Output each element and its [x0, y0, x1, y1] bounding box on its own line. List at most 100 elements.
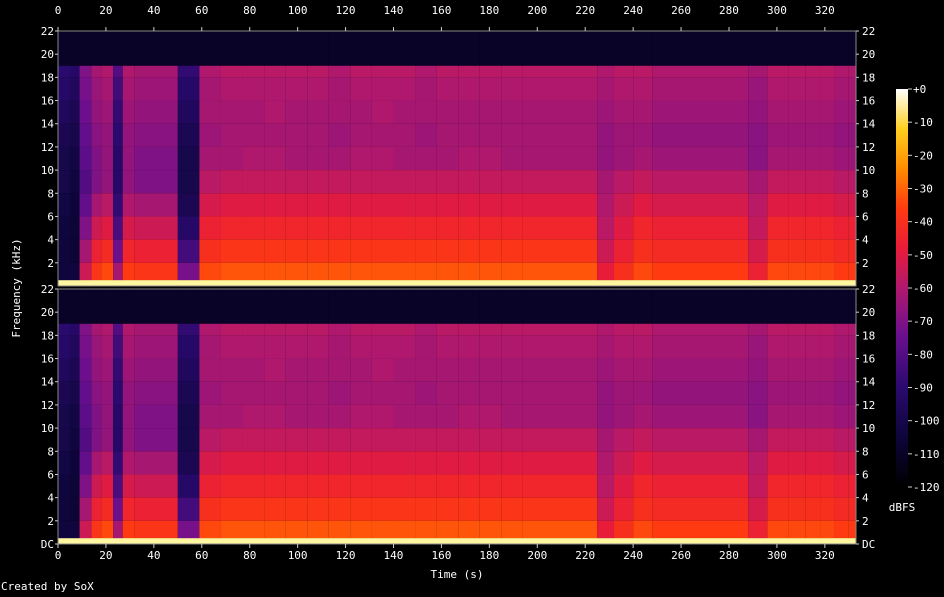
spectrogram-cell [328, 262, 351, 281]
spectrogram-cell [458, 65, 480, 78]
spectrogram-cell [613, 170, 634, 194]
spectrogram-cell [415, 170, 437, 194]
spectrogram-cell [285, 170, 308, 194]
spectrogram-cell [613, 497, 634, 521]
spectrogram-cell [199, 100, 221, 124]
spectrogram-cell [748, 358, 768, 382]
spectrogram-cell [177, 239, 200, 263]
spectrogram-cell [371, 428, 394, 452]
spectrogram-cell [79, 497, 92, 521]
spectrogram-cell [69, 358, 80, 382]
spectrogram-cell [350, 358, 372, 382]
spectrogram-cell [436, 358, 459, 382]
spectrogram-cell [479, 239, 502, 263]
spectrogram-cell [597, 170, 614, 194]
spectrogram-cell [220, 451, 243, 475]
spectrogram-cell [597, 31, 614, 66]
spectrogram-cell [285, 451, 308, 475]
spectrogram-cell [177, 335, 200, 359]
spectrogram-cell [134, 193, 178, 217]
spectrogram-cell [767, 358, 789, 382]
spectrogram-cell [848, 31, 856, 66]
spectrogram-cell [307, 474, 329, 498]
spectrogram-cell [613, 520, 634, 539]
spectrogram-cell [613, 77, 634, 101]
colorbar-tick-label: -90 [913, 382, 933, 395]
spectrogram-cell [285, 100, 308, 124]
spectrogram-cell [834, 216, 849, 240]
spectrogram-cell [415, 451, 437, 475]
spectrogram-cell [220, 262, 243, 281]
spectrogram-cell [848, 358, 856, 382]
y-tick-label-right: 22 [862, 283, 875, 296]
x-tick-label-bottom: 20 [99, 549, 112, 562]
colorbar-tick-label: -30 [913, 183, 933, 196]
y-tick-label-right: 14 [862, 118, 876, 131]
spectrogram-cell [91, 216, 102, 240]
y-tick-label-right: 18 [862, 71, 875, 84]
x-tick-label-top: 220 [575, 4, 595, 17]
spectrogram-cell [264, 193, 286, 217]
spectrogram-cell [767, 146, 789, 171]
spectrogram-cell [788, 65, 806, 78]
spectrogram-cell [458, 381, 480, 405]
spectrogram-cell [805, 289, 821, 324]
y-tick-label-left: 18 [41, 71, 54, 84]
spectrogram-cell [767, 520, 789, 539]
spectrogram-cell [101, 262, 114, 281]
spectrogram-cell [848, 239, 856, 263]
spectrogram-cell [633, 451, 653, 475]
spectrogram-cell [805, 358, 821, 382]
spectrogram-cell [788, 31, 806, 66]
spectrogram-cell [748, 31, 768, 66]
spectrogram-cell [652, 65, 749, 78]
spectrogram-cell [848, 146, 856, 171]
spectrogram-cell [328, 451, 351, 475]
spectrogram-cell [436, 335, 459, 359]
spectrogram-cell [199, 381, 221, 405]
spectrogram-cell [113, 216, 123, 240]
spectrogram-cell [134, 289, 178, 324]
spectrogram-cell [69, 77, 80, 101]
spectrogram-cell [101, 193, 114, 217]
x-tick-label-top: 140 [384, 4, 404, 17]
x-tick-label-top: 200 [527, 4, 547, 17]
footer-text: Created by SoX [1, 580, 94, 593]
spectrogram-cell [220, 170, 243, 194]
spectrogram-cell [633, 497, 653, 521]
spectrogram-cell [177, 451, 200, 475]
spectrogram-cell [177, 77, 200, 101]
spectrogram-cell [501, 381, 523, 405]
spectrogram-cell [58, 193, 70, 217]
spectrogram-cell [415, 239, 437, 263]
spectrogram-cell [242, 381, 265, 405]
spectrogram-cell [748, 170, 768, 194]
spectrogram-cell [220, 474, 243, 498]
spectrogram-cell [113, 123, 123, 147]
spectrogram-cell [820, 358, 835, 382]
spectrogram-cell [264, 123, 286, 147]
spectrogram-cell [479, 170, 502, 194]
spectrogram-cell [199, 428, 221, 452]
spectrogram-cell [522, 123, 598, 147]
spectrogram-cell [652, 381, 749, 405]
spectrogram-cell [748, 77, 768, 101]
spectrogram-cell [415, 146, 437, 171]
spectrogram-cell [113, 404, 123, 429]
spectrogram-cell [522, 358, 598, 382]
spectrogram-cell [805, 451, 821, 475]
spectrogram-cell [848, 404, 856, 429]
spectrogram-cell [748, 289, 768, 324]
spectrogram-cell [415, 520, 437, 539]
spectrogram-cell [805, 193, 821, 217]
spectrogram-cell [328, 404, 351, 429]
spectrogram-cell [79, 239, 92, 263]
spectrogram-cell [264, 239, 286, 263]
spectrogram-cell [788, 77, 806, 101]
spectrogram-cell [820, 451, 835, 475]
spectrogram-cell [820, 100, 835, 124]
y-axis-label: Frequency (kHz) [10, 238, 23, 337]
spectrogram-cell [613, 451, 634, 475]
spectrogram-cell [652, 474, 749, 498]
spectrogram-cell [633, 323, 653, 336]
